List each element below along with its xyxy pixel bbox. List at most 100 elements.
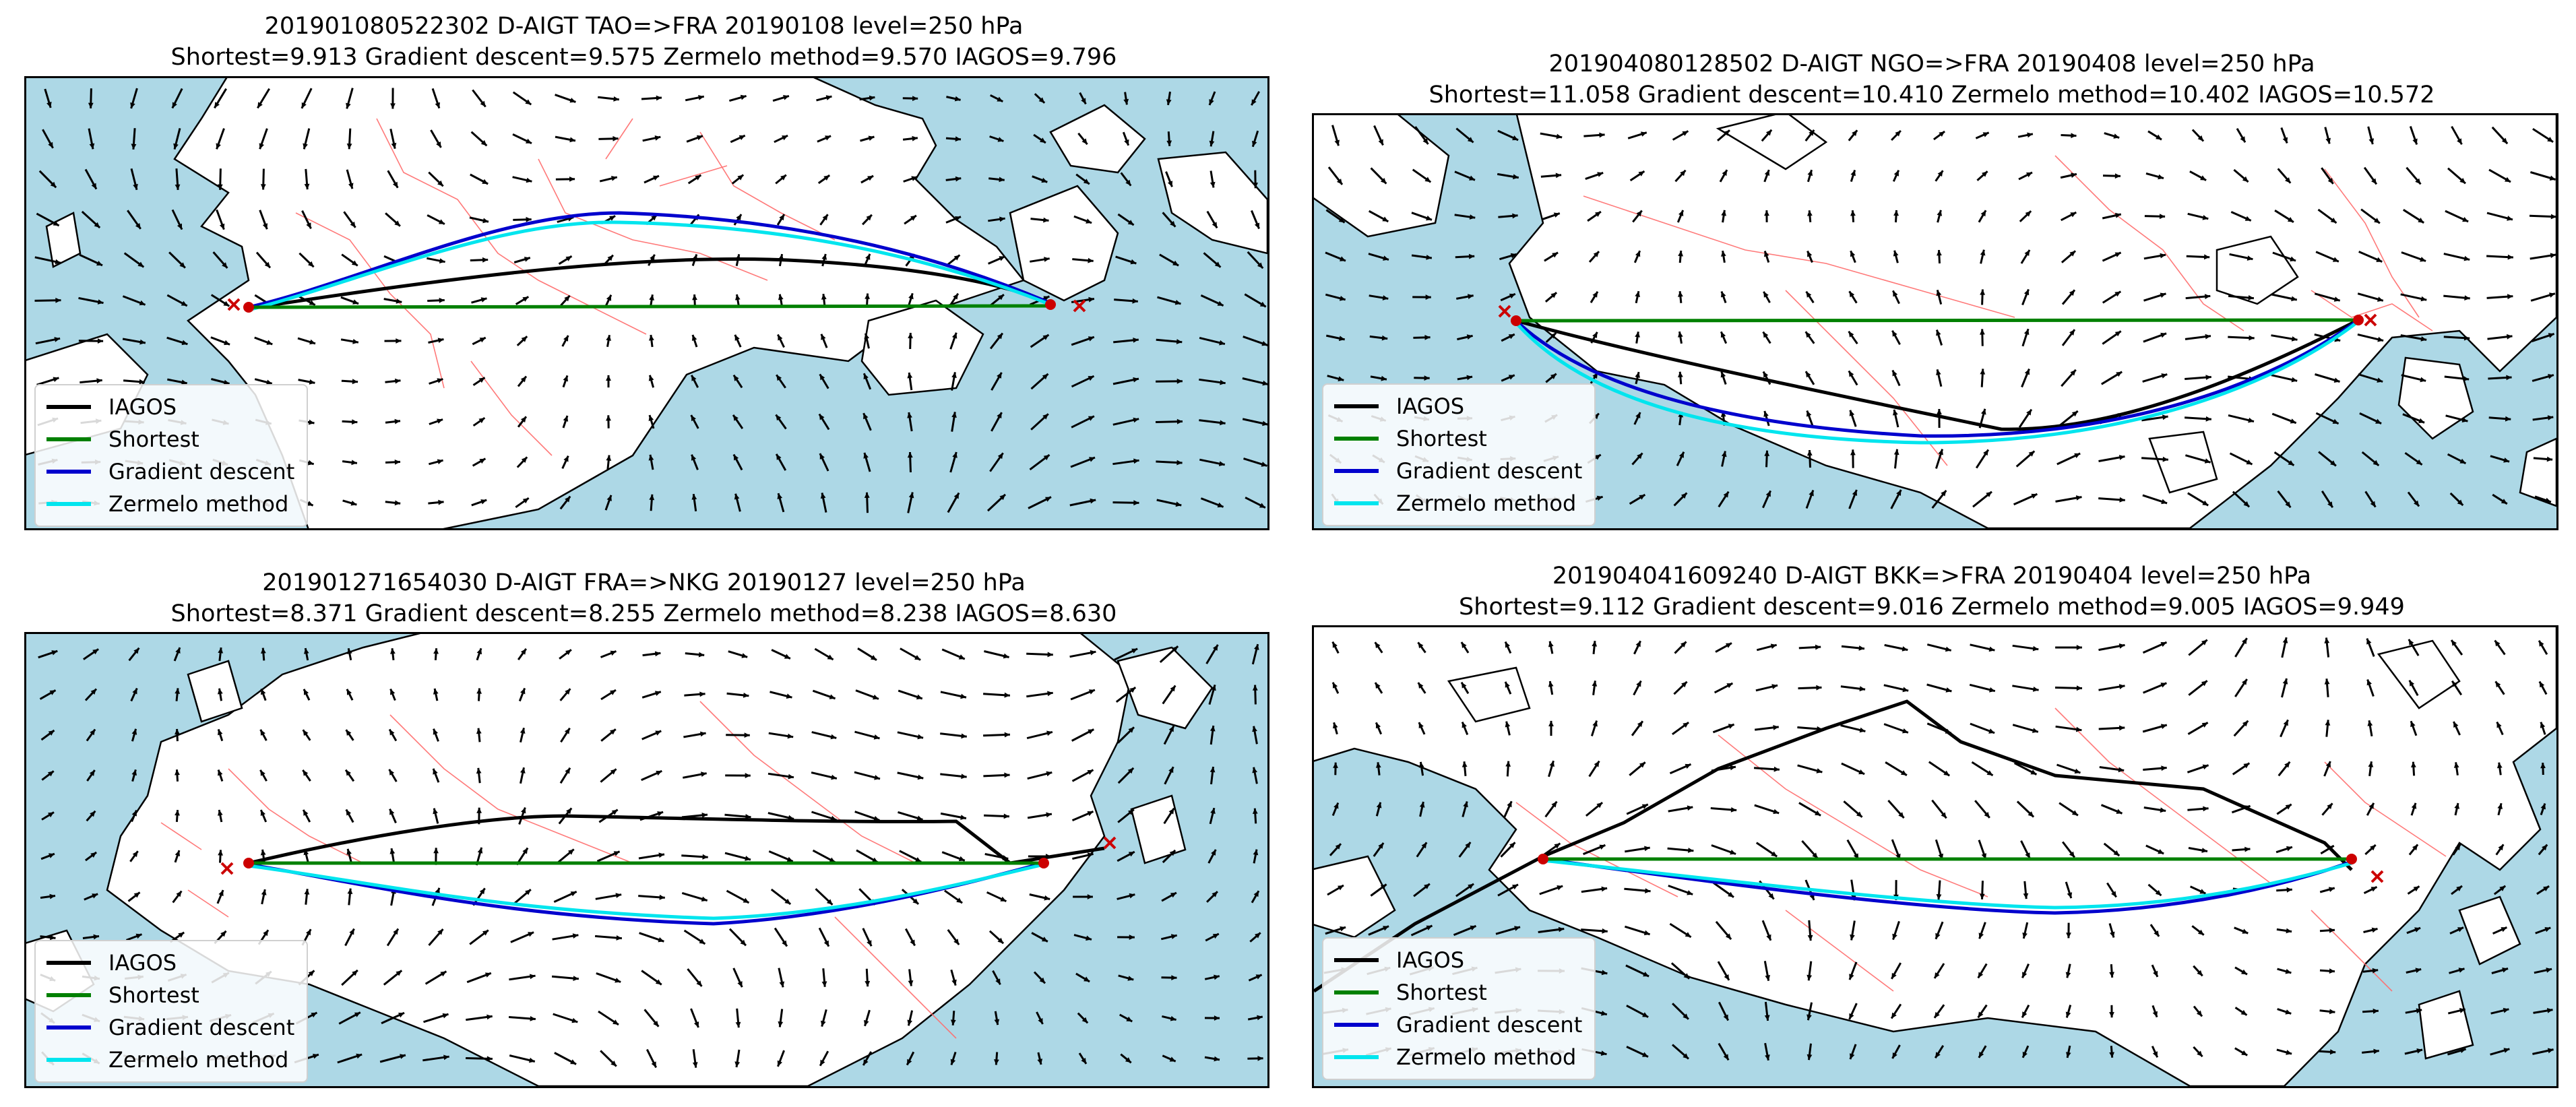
wind-arrow-head xyxy=(2333,377,2340,383)
wind-arrow-head xyxy=(655,979,662,985)
wind-arrow-head xyxy=(1509,293,1515,299)
legend-label: Zermelo method xyxy=(1396,491,1577,516)
wind-arrow-head xyxy=(1335,844,1341,850)
wind-arrow-head xyxy=(606,415,611,421)
wind-arrow-head xyxy=(1902,646,1908,652)
panel-fra-nkg: 201901271654030 D-AIGT FRA=>NKG 20190127… xyxy=(0,554,1288,1107)
wind-arrow-head xyxy=(2109,972,2114,978)
wind-arrow-head xyxy=(394,418,400,424)
wind-arrow-head xyxy=(1849,974,1854,980)
wind-arrow-head xyxy=(1643,930,1650,936)
wind-arrow-head xyxy=(346,730,352,736)
wind-arrow-head xyxy=(520,648,526,655)
wind-arrow-head xyxy=(1381,375,1387,381)
wind-arrow-head xyxy=(2461,417,2468,422)
wind-arrow-head xyxy=(2197,970,2203,976)
wind-arrow-head xyxy=(394,500,401,506)
wind-arrow-head xyxy=(2548,374,2554,379)
panel-title: 201901271654030 D-AIGT FRA=>NKG 20190127… xyxy=(0,567,1288,629)
wind-arrow-head xyxy=(954,96,961,102)
wind-arrow-head xyxy=(831,774,837,780)
wind-arrow-head xyxy=(2156,134,2162,140)
wind-arrow-head xyxy=(702,854,708,860)
wind-arrow-head xyxy=(1553,212,1560,218)
wind-arrow-head xyxy=(1592,331,1598,338)
wind-arrow-head xyxy=(568,849,574,855)
wind-arrow-head xyxy=(2290,256,2296,261)
wind-arrow-head xyxy=(564,295,570,302)
wind-arrow-head xyxy=(2076,685,2082,691)
wind-arrow-head xyxy=(2412,138,2418,145)
wind-arrow-head xyxy=(867,940,872,947)
wind-arrow-head xyxy=(1807,210,1813,216)
wind-arrow-head xyxy=(2546,968,2552,973)
wind-arrow-head xyxy=(2118,767,2125,773)
wind-arrow-head xyxy=(1340,926,1346,932)
wind-arrow-head xyxy=(2154,930,2160,937)
wind-arrow-head xyxy=(2543,886,2550,891)
wind-arrow-head xyxy=(350,221,356,228)
wind-arrow-head xyxy=(1592,291,1598,298)
wind-arrow-head xyxy=(2023,289,2030,296)
wind-arrow-head xyxy=(654,651,661,657)
wind-arrow-head xyxy=(1806,371,1811,378)
wind-arrow-head xyxy=(2291,296,2297,302)
wind-arrow-head xyxy=(2242,638,2247,645)
wind-arrow-head xyxy=(522,296,529,302)
wind-arrow-head xyxy=(262,223,268,230)
wind-arrow-head xyxy=(563,335,569,342)
wind-arrow-head xyxy=(2114,291,2121,297)
wind-arrow-head xyxy=(1850,170,1856,177)
wind-arrow-head xyxy=(2457,927,2463,932)
wind-arrow-head xyxy=(2287,217,2294,222)
wind-arrow-head xyxy=(433,728,438,735)
wind-arrow-head xyxy=(1599,844,1606,850)
wind-arrow-head xyxy=(2324,678,2330,685)
wind-arrow-head xyxy=(1900,770,1907,776)
wind-arrow-head xyxy=(733,375,739,381)
wind-arrow-head xyxy=(2464,295,2470,301)
wind-arrow-head xyxy=(2116,371,2123,377)
legend-swatch xyxy=(46,1025,91,1030)
wind-arrow-head xyxy=(486,1056,493,1062)
wind-arrow-head xyxy=(1505,761,1511,767)
wind-arrow-head xyxy=(736,214,742,221)
legend-label: Gradient descent xyxy=(1396,458,1583,484)
wind-arrow-head xyxy=(910,215,916,221)
wind-arrow-head xyxy=(826,899,833,905)
wind-arrow-head xyxy=(2549,292,2555,298)
wind-arrow-head xyxy=(172,102,177,108)
wind-arrow-head xyxy=(2459,458,2466,464)
wind-arrow-head xyxy=(2066,1052,2071,1058)
wind-arrow-head xyxy=(476,767,482,774)
panel-tao-fra: 201901080522302 D-AIGT TAO=>FRA 20190108… xyxy=(0,0,1288,539)
wind-arrow-head xyxy=(1380,884,1387,890)
wind-arrow-head xyxy=(564,728,570,734)
wind-arrow-head xyxy=(1123,98,1129,105)
wind-arrow-head xyxy=(352,339,358,344)
wind-arrow-head xyxy=(997,96,1003,102)
wind-arrow-head xyxy=(91,183,96,189)
wind-arrow-head xyxy=(865,253,871,260)
wind-arrow-head xyxy=(2505,416,2511,422)
wind-arrow-head xyxy=(396,970,402,976)
legend-swatch xyxy=(1334,469,1379,473)
legend-swatch xyxy=(1334,437,1379,441)
wind-arrow-head xyxy=(2503,457,2510,463)
wind-arrow-head xyxy=(2454,803,2460,809)
wind-arrow-head xyxy=(692,294,697,301)
wind-arrow-head xyxy=(2547,1048,2554,1054)
wind-arrow-head xyxy=(313,1054,319,1059)
wind-arrow-head xyxy=(1941,812,1947,819)
wind-arrow-head xyxy=(911,176,918,181)
wind-arrow-head xyxy=(2109,1012,2114,1018)
panel-ngo-fra: 201904080128502 D-AIGT NGO=>FRA 20190408… xyxy=(1288,0,2576,539)
wind-arrow-head xyxy=(1852,130,1858,136)
wind-arrow-head xyxy=(615,893,622,898)
legend-item-shortest: Shortest xyxy=(1334,422,1582,455)
wind-arrow-head xyxy=(1044,895,1050,901)
wind-arrow-head xyxy=(1807,1014,1812,1021)
wind-arrow-head xyxy=(659,894,665,900)
wind-arrow-head xyxy=(177,223,182,230)
wind-arrow-head xyxy=(48,730,55,736)
